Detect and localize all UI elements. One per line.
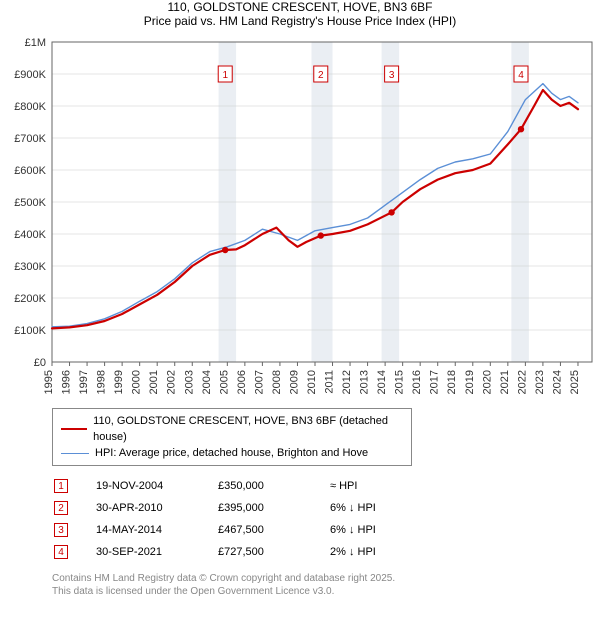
svg-text:2005: 2005 [218,370,230,394]
svg-text:£200K: £200K [14,293,46,305]
svg-text:2015: 2015 [394,370,406,394]
svg-text:2000: 2000 [131,370,143,394]
sale-delta: 2% ↓ HPI [330,542,388,562]
legend-row: HPI: Average price, detached house, Brig… [61,445,403,461]
svg-text:2022: 2022 [516,370,528,394]
svg-text:£100K: £100K [14,325,46,337]
sale-delta: ≈ HPI [330,476,388,496]
svg-text:2009: 2009 [288,370,300,394]
sale-date: 19-NOV-2004 [96,476,216,496]
chart-title-line1: 110, GOLDSTONE CRESCENT, HOVE, BN3 6BF [0,0,600,14]
svg-text:2008: 2008 [271,370,283,394]
sale-delta: 6% ↓ HPI [330,520,388,540]
svg-text:3: 3 [389,70,395,81]
legend-swatch [61,453,89,454]
sale-date: 30-APR-2010 [96,498,216,518]
svg-text:4: 4 [518,70,524,81]
svg-text:2013: 2013 [359,370,371,394]
svg-text:2006: 2006 [236,370,248,394]
svg-text:2021: 2021 [499,370,511,394]
svg-text:2001: 2001 [148,370,160,394]
legend-swatch [61,428,87,430]
sale-date: 30-SEP-2021 [96,542,216,562]
svg-text:2016: 2016 [411,370,423,394]
chart-title-line2: Price paid vs. HM Land Registry's House … [0,14,600,28]
table-row: 1 19-NOV-2004£350,000≈ HPI [54,476,388,496]
legend-label: HPI: Average price, detached house, Brig… [95,445,368,461]
svg-text:2004: 2004 [201,370,213,394]
svg-text:2002: 2002 [166,370,178,394]
svg-text:2007: 2007 [253,370,265,394]
table-row: 4 30-SEP-2021£727,5002% ↓ HPI [54,542,388,562]
svg-text:2003: 2003 [183,370,195,394]
svg-text:2023: 2023 [534,370,546,394]
svg-text:2018: 2018 [446,370,458,394]
sale-price: £727,500 [218,542,328,562]
svg-text:£600K: £600K [14,165,46,177]
svg-text:£300K: £300K [14,261,46,273]
svg-text:2: 2 [318,70,324,81]
footer-line1: Contains HM Land Registry data © Crown c… [52,572,600,585]
sale-marker-number: 3 [54,523,68,537]
svg-text:1: 1 [222,70,228,81]
footer-attribution: Contains HM Land Registry data © Crown c… [52,572,600,598]
table-row: 2 30-APR-2010£395,0006% ↓ HPI [54,498,388,518]
sale-marker-number: 1 [54,479,68,493]
svg-text:1999: 1999 [113,370,125,394]
svg-text:£0: £0 [34,357,46,369]
sale-date: 14-MAY-2014 [96,520,216,540]
svg-text:1997: 1997 [78,370,90,394]
svg-text:2012: 2012 [341,370,353,394]
svg-text:£700K: £700K [14,133,46,145]
svg-text:1996: 1996 [61,370,73,394]
svg-text:£800K: £800K [14,101,46,113]
sale-price: £395,000 [218,498,328,518]
legend-row: 110, GOLDSTONE CRESCENT, HOVE, BN3 6BF (… [61,413,403,445]
footer-line2: This data is licensed under the Open Gov… [52,585,600,598]
sale-delta: 6% ↓ HPI [330,498,388,518]
legend-label: 110, GOLDSTONE CRESCENT, HOVE, BN3 6BF (… [93,413,403,445]
sale-price: £350,000 [218,476,328,496]
svg-text:2017: 2017 [429,370,441,394]
svg-text:2024: 2024 [551,370,563,394]
svg-text:2019: 2019 [464,370,476,394]
chart-container: £0 £100K £200K £300K £400K £500K £600K £700K £80… [0,34,600,404]
svg-text:£1M: £1M [25,37,46,49]
line-chart: £0 £100K £200K £300K £400K £500K £600K £700K £80… [0,34,600,404]
svg-text:2014: 2014 [376,370,388,394]
svg-text:1998: 1998 [96,370,108,394]
svg-text:2025: 2025 [569,370,581,394]
sale-marker-number: 2 [54,501,68,515]
svg-text:2011: 2011 [324,370,336,394]
table-row: 3 14-MAY-2014£467,5006% ↓ HPI [54,520,388,540]
svg-text:£500K: £500K [14,197,46,209]
svg-text:2020: 2020 [481,370,493,394]
sale-marker-number: 4 [54,545,68,559]
svg-text:1995: 1995 [43,370,55,394]
svg-text:2010: 2010 [306,370,318,394]
sales-table: 1 19-NOV-2004£350,000≈ HPI 2 30-APR-2010£39… [52,474,390,564]
svg-text:£400K: £400K [14,229,46,241]
legend: 110, GOLDSTONE CRESCENT, HOVE, BN3 6BF (… [52,408,412,466]
sale-price: £467,500 [218,520,328,540]
svg-text:£900K: £900K [14,69,46,81]
